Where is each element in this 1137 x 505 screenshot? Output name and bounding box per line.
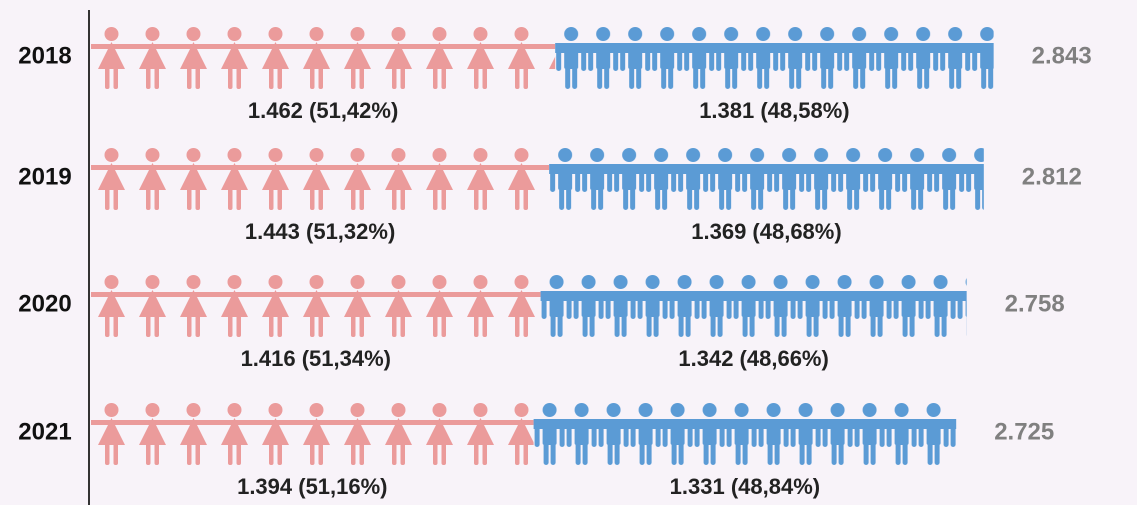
male-bar — [540, 275, 967, 337]
value-label: 1.394 (51,16%) — [237, 474, 387, 499]
value-label: 1.462 (51,42%) — [248, 98, 398, 123]
year-label: 2021 — [18, 418, 71, 445]
female-bar — [91, 403, 534, 465]
value-label: 1.416 (51,34%) — [241, 346, 391, 371]
female-bar — [91, 275, 541, 337]
value-label: 1.443 (51,32%) — [245, 219, 395, 244]
total-label: 2.725 — [994, 418, 1054, 445]
total-label: 2.812 — [1022, 163, 1082, 190]
female-bar — [91, 148, 550, 210]
value-label: 1.342 (48,66%) — [678, 346, 828, 371]
female-bar — [91, 27, 556, 89]
total-label: 2.758 — [1005, 290, 1065, 317]
male-bar — [533, 403, 957, 465]
total-label: 2.843 — [1032, 42, 1092, 69]
value-label: 1.331 (48,84%) — [670, 474, 820, 499]
value-label: 1.381 (48,58%) — [699, 98, 849, 123]
year-label: 2019 — [18, 163, 71, 190]
male-bar — [555, 27, 994, 89]
year-label: 2018 — [18, 42, 71, 69]
year-label: 2020 — [18, 290, 71, 317]
male-bar — [549, 148, 984, 210]
value-label: 1.369 (48,68%) — [691, 219, 841, 244]
